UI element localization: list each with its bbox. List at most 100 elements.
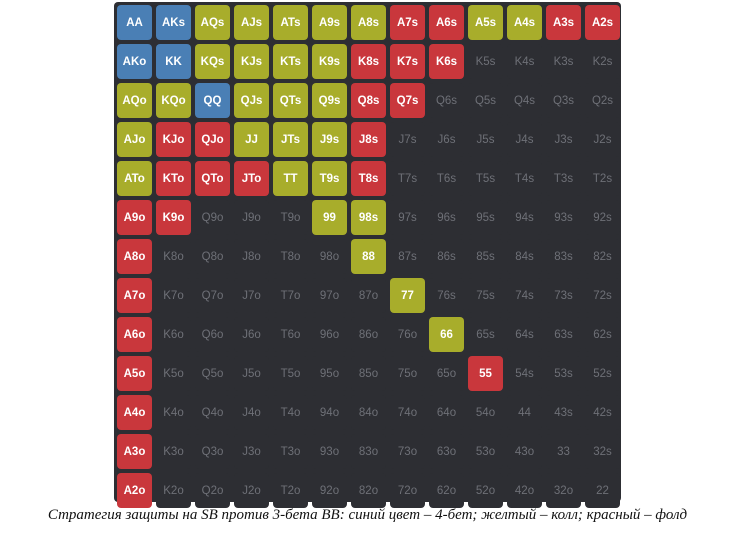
hand-cell: 43o xyxy=(507,434,542,469)
hand-cell: K2o xyxy=(156,473,191,508)
hand-cell: 94o xyxy=(312,395,347,430)
figure-caption: Стратегия защиты на SB против 3-бета BB:… xyxy=(47,507,688,523)
hand-cell: J3s xyxy=(546,122,581,157)
hand-cell: 52s xyxy=(585,356,620,391)
hand-cell: 65o xyxy=(429,356,464,391)
hand-cell: Q2o xyxy=(195,473,230,508)
hand-cell: KJo xyxy=(156,122,191,157)
hand-cell: A6o xyxy=(117,317,152,352)
hand-cell: 83o xyxy=(351,434,386,469)
hand-cell: TT xyxy=(273,161,308,196)
hand-cell: T9s xyxy=(312,161,347,196)
hand-cell: 63s xyxy=(546,317,581,352)
hand-cell: 43s xyxy=(546,395,581,430)
hand-cell: 72s xyxy=(585,278,620,313)
hand-cell: AKs xyxy=(156,5,191,40)
hand-cell: A8o xyxy=(117,239,152,274)
hand-cell: T2o xyxy=(273,473,308,508)
hand-cell: A8s xyxy=(351,5,386,40)
hand-cell: T4o xyxy=(273,395,308,430)
hand-cell: A3s xyxy=(546,5,581,40)
hand-cell: A9s xyxy=(312,5,347,40)
hand-cell: 62o xyxy=(429,473,464,508)
hand-cell: 98o xyxy=(312,239,347,274)
hand-cell: K4o xyxy=(156,395,191,430)
hand-cell: Q8o xyxy=(195,239,230,274)
hand-cell: QTo xyxy=(195,161,230,196)
hand-cell: J8o xyxy=(234,239,269,274)
hand-cell: 86o xyxy=(351,317,386,352)
hand-cell: 66 xyxy=(429,317,464,352)
hand-cell: 84o xyxy=(351,395,386,430)
hand-cell: Q7o xyxy=(195,278,230,313)
hand-cell: 64o xyxy=(429,395,464,430)
hand-cell: T5o xyxy=(273,356,308,391)
hand-cell: J2s xyxy=(585,122,620,157)
hand-cell: J6o xyxy=(234,317,269,352)
hand-cell: J9s xyxy=(312,122,347,157)
hand-cell: A2s xyxy=(585,5,620,40)
hand-cell: 97o xyxy=(312,278,347,313)
hand-cell: KQo xyxy=(156,83,191,118)
hand-cell: J3o xyxy=(234,434,269,469)
hand-cell: 94s xyxy=(507,200,542,235)
hand-cell: T6s xyxy=(429,161,464,196)
hand-cell: A7o xyxy=(117,278,152,313)
hand-cell: 87o xyxy=(351,278,386,313)
hand-cell: J5o xyxy=(234,356,269,391)
hand-cell: A5o xyxy=(117,356,152,391)
hand-cell: 65s xyxy=(468,317,503,352)
hand-cell: A7s xyxy=(390,5,425,40)
hand-cell: 62s xyxy=(585,317,620,352)
hand-cell: Q6s xyxy=(429,83,464,118)
hand-cell: 82o xyxy=(351,473,386,508)
hand-cell: 85o xyxy=(351,356,386,391)
hand-cell: J9o xyxy=(234,200,269,235)
hand-cell: K8o xyxy=(156,239,191,274)
hand-cell: Q2s xyxy=(585,83,620,118)
hand-cell: K2s xyxy=(585,44,620,79)
hand-cell: K3o xyxy=(156,434,191,469)
hand-cell: 42o xyxy=(507,473,542,508)
hand-cell: 74o xyxy=(390,395,425,430)
hand-cell: T7s xyxy=(390,161,425,196)
hand-cell: 92s xyxy=(585,200,620,235)
hand-cell: Q3o xyxy=(195,434,230,469)
hand-cell: K4s xyxy=(507,44,542,79)
hand-cell: J7s xyxy=(390,122,425,157)
hand-cell: T9o xyxy=(273,200,308,235)
hand-cell: 87s xyxy=(390,239,425,274)
hand-cell: 88 xyxy=(351,239,386,274)
hand-cell: KQs xyxy=(195,44,230,79)
hand-cell: KJs xyxy=(234,44,269,79)
hand-cell: K9o xyxy=(156,200,191,235)
hand-cell: AKo xyxy=(117,44,152,79)
hand-cell: A4s xyxy=(507,5,542,40)
hand-cell: J4o xyxy=(234,395,269,430)
hand-cell: K5o xyxy=(156,356,191,391)
hand-cell: K7o xyxy=(156,278,191,313)
hand-cell: QQ xyxy=(195,83,230,118)
hand-cell: T6o xyxy=(273,317,308,352)
hand-cell: QTs xyxy=(273,83,308,118)
hand-cell: 82s xyxy=(585,239,620,274)
hand-cell: 63o xyxy=(429,434,464,469)
hand-cell: K8s xyxy=(351,44,386,79)
hand-cell: 64s xyxy=(507,317,542,352)
hand-cell: Q4o xyxy=(195,395,230,430)
hand-cell: QJs xyxy=(234,83,269,118)
hand-cell: 55 xyxy=(468,356,503,391)
hand-cell: 75o xyxy=(390,356,425,391)
hand-cell: 22 xyxy=(585,473,620,508)
hand-cell: T7o xyxy=(273,278,308,313)
hand-cell: K9s xyxy=(312,44,347,79)
hand-cell: 53s xyxy=(546,356,581,391)
hand-cell: QJo xyxy=(195,122,230,157)
hand-cell: 33 xyxy=(546,434,581,469)
hand-cell: AQo xyxy=(117,83,152,118)
hand-cell: J8s xyxy=(351,122,386,157)
hand-cell: K3s xyxy=(546,44,581,79)
hand-cell: 86s xyxy=(429,239,464,274)
hand-cell: Q8s xyxy=(351,83,386,118)
hand-cell: Q3s xyxy=(546,83,581,118)
